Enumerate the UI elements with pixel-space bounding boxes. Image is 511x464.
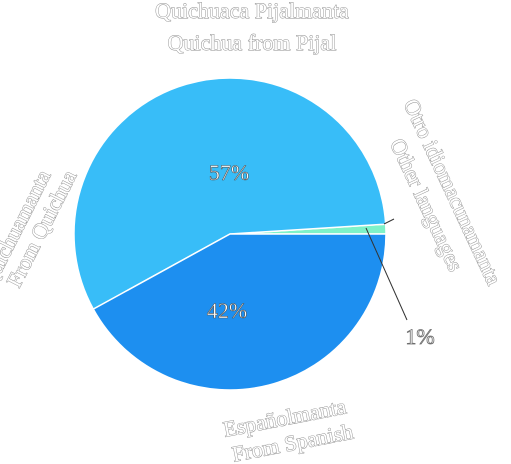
slice-spanish (92, 233, 387, 391)
pie-slices (73, 77, 387, 391)
leader-line-other-pct (365, 227, 408, 321)
leader-line-other (383, 218, 395, 225)
percent-label-spanish: 42% (207, 298, 247, 323)
percent-label-other: 1% (405, 324, 434, 349)
percent-label-quichua: 57% (209, 160, 249, 185)
slice-quichua (73, 77, 387, 311)
chart-subtitle: Quichua from Pijal (168, 30, 337, 55)
chart-title: Quichuaca Pijalmanta (155, 0, 349, 23)
